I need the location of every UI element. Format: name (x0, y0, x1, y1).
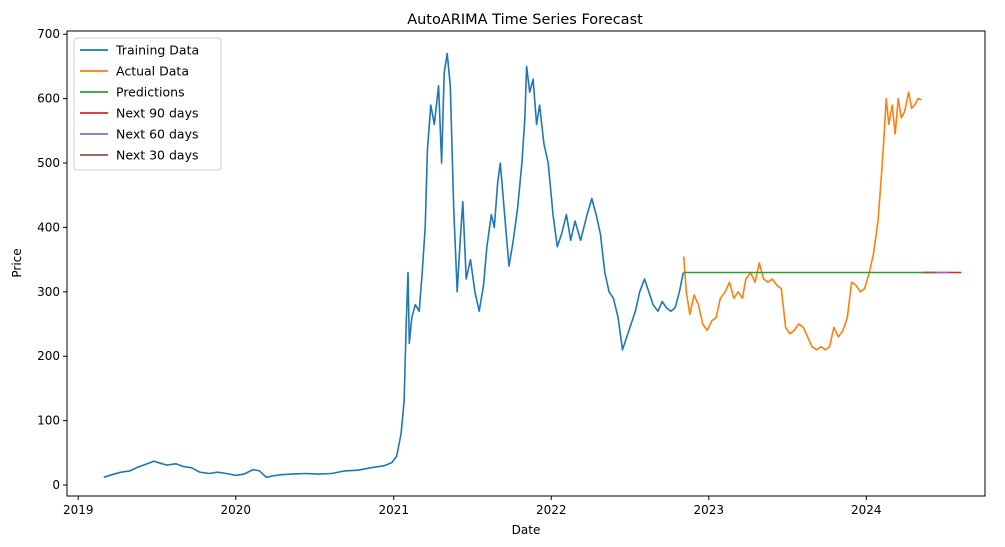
y-axis-title: Price (10, 248, 24, 277)
legend-entry-2: Predictions (116, 85, 185, 100)
legend-entry-1: Actual Data (116, 64, 189, 79)
y-tick-label-6: 600 (37, 92, 60, 106)
legend-entry-4: Next 60 days (116, 127, 198, 142)
series-line-0 (103, 52, 685, 479)
y-tick-label-3: 300 (37, 285, 60, 299)
x-tick-label-5: 2024 (851, 503, 882, 517)
x-axis: 2019 2020 2021 2022 2023 2024 (63, 496, 882, 517)
legend-entry-5: Next 30 days (116, 148, 198, 163)
y-tick-label-2: 200 (37, 349, 60, 363)
plot-area (103, 52, 962, 479)
y-tick-label-7: 700 (37, 27, 60, 41)
legend-entry-0: Training Data (115, 43, 199, 58)
y-tick-label-0: 0 (52, 478, 60, 492)
x-tick-label-0: 2019 (63, 503, 94, 517)
axes-frame (66, 30, 986, 497)
series-line-1 (682, 91, 922, 351)
legend-entry-3: Next 90 days (116, 106, 198, 121)
y-tick-label-5: 500 (37, 156, 60, 170)
y-tick-label-1: 100 (37, 414, 60, 428)
x-tick-label-2: 2021 (378, 503, 409, 517)
legend-box (73, 37, 222, 171)
x-tick-label-4: 2023 (694, 503, 725, 517)
chart-title: AutoARIMA Time Series Forecast (407, 12, 643, 28)
x-tick-label-3: 2022 (536, 503, 567, 517)
x-axis-title: Date (512, 523, 541, 537)
y-tick-label-4: 400 (37, 220, 60, 234)
x-tick-label-1: 2020 (220, 503, 251, 517)
y-axis: 0 100 200 300 400 500 600 700 (37, 27, 67, 492)
legend: Training Data Actual Data Predictions Next … (73, 37, 222, 171)
